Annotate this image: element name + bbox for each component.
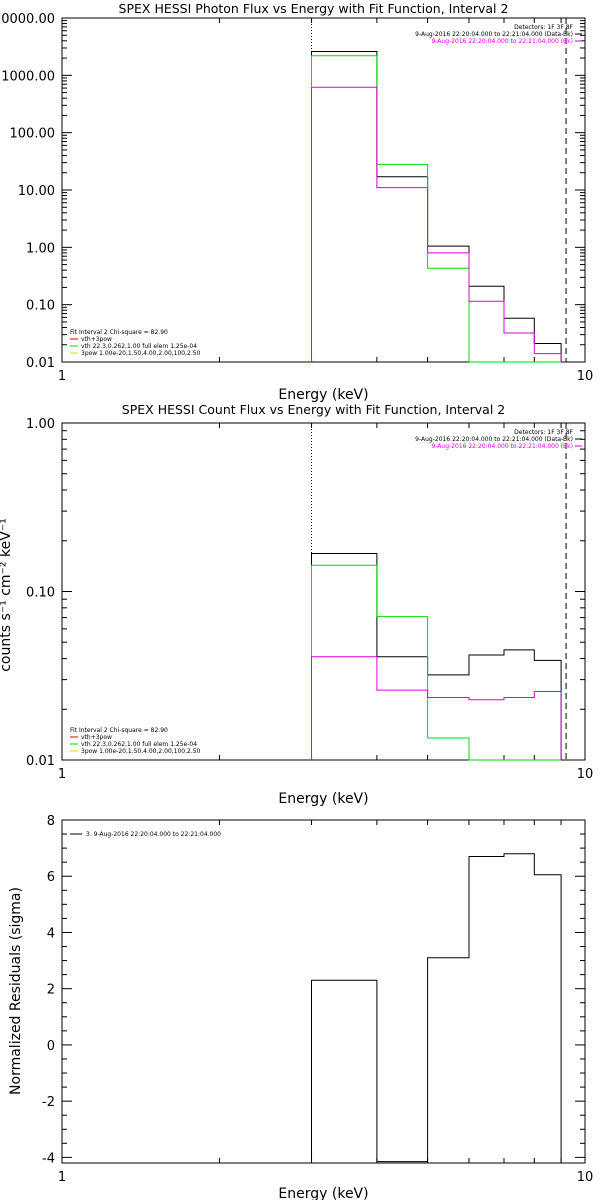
info-text-top: 9-Aug-2016 22:20:04.000 to 22:21:04.000 … bbox=[415, 31, 573, 38]
y-axis-label: counts s⁻¹ cm⁻² keV⁻¹ bbox=[0, 518, 14, 672]
series-1-histogram bbox=[311, 51, 562, 362]
info-text-bottom: Fit Interval 2 Chi-square = 82.90 bbox=[70, 329, 168, 336]
chart-panel-3: Energy (keV) Normalized Residuals (sigma)… bbox=[8, 814, 593, 1200]
x-axis-label: Energy (keV) bbox=[278, 791, 368, 807]
legend-text: 3. 9-Aug-2016 22:20:04.000 to 22:21:04.0… bbox=[86, 831, 221, 838]
y-tick-label: 0.10 bbox=[26, 586, 55, 601]
info-text-bottom: Fit Interval 2 Chi-square = 82.90 bbox=[70, 727, 168, 734]
info-text-top: 9-Aug-2016 22:20:04.000 to 22:21:04.000 … bbox=[431, 443, 573, 450]
series-3-histogram bbox=[311, 86, 562, 362]
info-text-top: Detectors: 1F 3F 8F bbox=[514, 24, 573, 31]
y-tick-label: 10.00 bbox=[18, 184, 55, 199]
y-tick-label: 0 bbox=[47, 1039, 55, 1054]
y-tick-label: 100.00 bbox=[10, 127, 56, 142]
y-tick-label: 2 bbox=[47, 983, 55, 998]
chart-panel-1: SPEX HESSI Photon Flux vs Energy with Fi… bbox=[0, 1, 593, 403]
y-tick-label: 0.10 bbox=[26, 299, 55, 314]
y-tick-label: 1.00 bbox=[26, 417, 55, 432]
x-tick-label: 1 bbox=[58, 1170, 66, 1185]
y-tick-label: -4 bbox=[42, 1151, 55, 1166]
plot-frame bbox=[61, 819, 586, 1164]
x-axis-label: Energy (keV) bbox=[278, 387, 368, 403]
x-tick-label: 1 bbox=[58, 767, 66, 782]
y-tick-label: -2 bbox=[42, 1095, 55, 1110]
x-axis-label: Energy (keV) bbox=[278, 1186, 368, 1200]
y-tick-label: 0.01 bbox=[26, 754, 55, 769]
info-text-top: Detectors: 1F 3F 8F bbox=[514, 429, 573, 436]
x-tick-label: 10 bbox=[577, 767, 594, 782]
y-tick-label: 4 bbox=[47, 926, 55, 941]
info-text-bottom: 3pow 1.00e-20,1.50,4.00,2.00,100,2.50 bbox=[81, 350, 201, 357]
chart-panel-2: SPEX HESSI Count Flux vs Energy with Fit… bbox=[0, 402, 593, 807]
plot-frame bbox=[61, 422, 586, 761]
info-text-bottom: vth 22.3,0.262,1.00 full elem 1.25e-04 bbox=[81, 343, 197, 350]
info-text-bottom: vth+3pow bbox=[81, 336, 112, 343]
y-tick-label: 8 bbox=[47, 814, 55, 829]
chart-title: SPEX HESSI Photon Flux vs Energy with Fi… bbox=[119, 1, 509, 16]
series-3-histogram bbox=[311, 656, 562, 760]
series-2-histogram bbox=[311, 55, 562, 363]
plot-frame bbox=[61, 17, 586, 363]
y-tick-label: 1.00 bbox=[26, 241, 55, 256]
info-text-bottom: vth 22.3,0.262,1.00 full elem 1.25e-04 bbox=[81, 741, 197, 748]
y-tick-label: 0.01 bbox=[26, 356, 55, 371]
info-text-bottom: 3pow 1.00e-20,1.50,4.00,2.00,100,2.50 bbox=[81, 748, 201, 755]
x-tick-label: 1 bbox=[58, 369, 66, 384]
y-axis-label: Normalized Residuals (sigma) bbox=[8, 887, 24, 1095]
series-2-histogram bbox=[311, 564, 562, 761]
info-text-bottom: vth+3pow bbox=[81, 734, 112, 741]
x-tick-label: 10 bbox=[577, 1170, 594, 1185]
y-tick-label: 1000.00 bbox=[1, 69, 55, 84]
info-text-top: 9-Aug-2016 22:20:04.000 to 22:21:04.000 … bbox=[415, 436, 573, 443]
y-tick-label: 6 bbox=[47, 870, 55, 885]
info-text-top: 9-Aug-2016 22:20:04.000 to 22:21:04.000 … bbox=[431, 38, 573, 45]
chart-title: SPEX HESSI Count Flux vs Energy with Fit… bbox=[122, 402, 505, 417]
x-tick-label: 10 bbox=[577, 369, 594, 384]
series-1-histogram bbox=[311, 853, 562, 1163]
